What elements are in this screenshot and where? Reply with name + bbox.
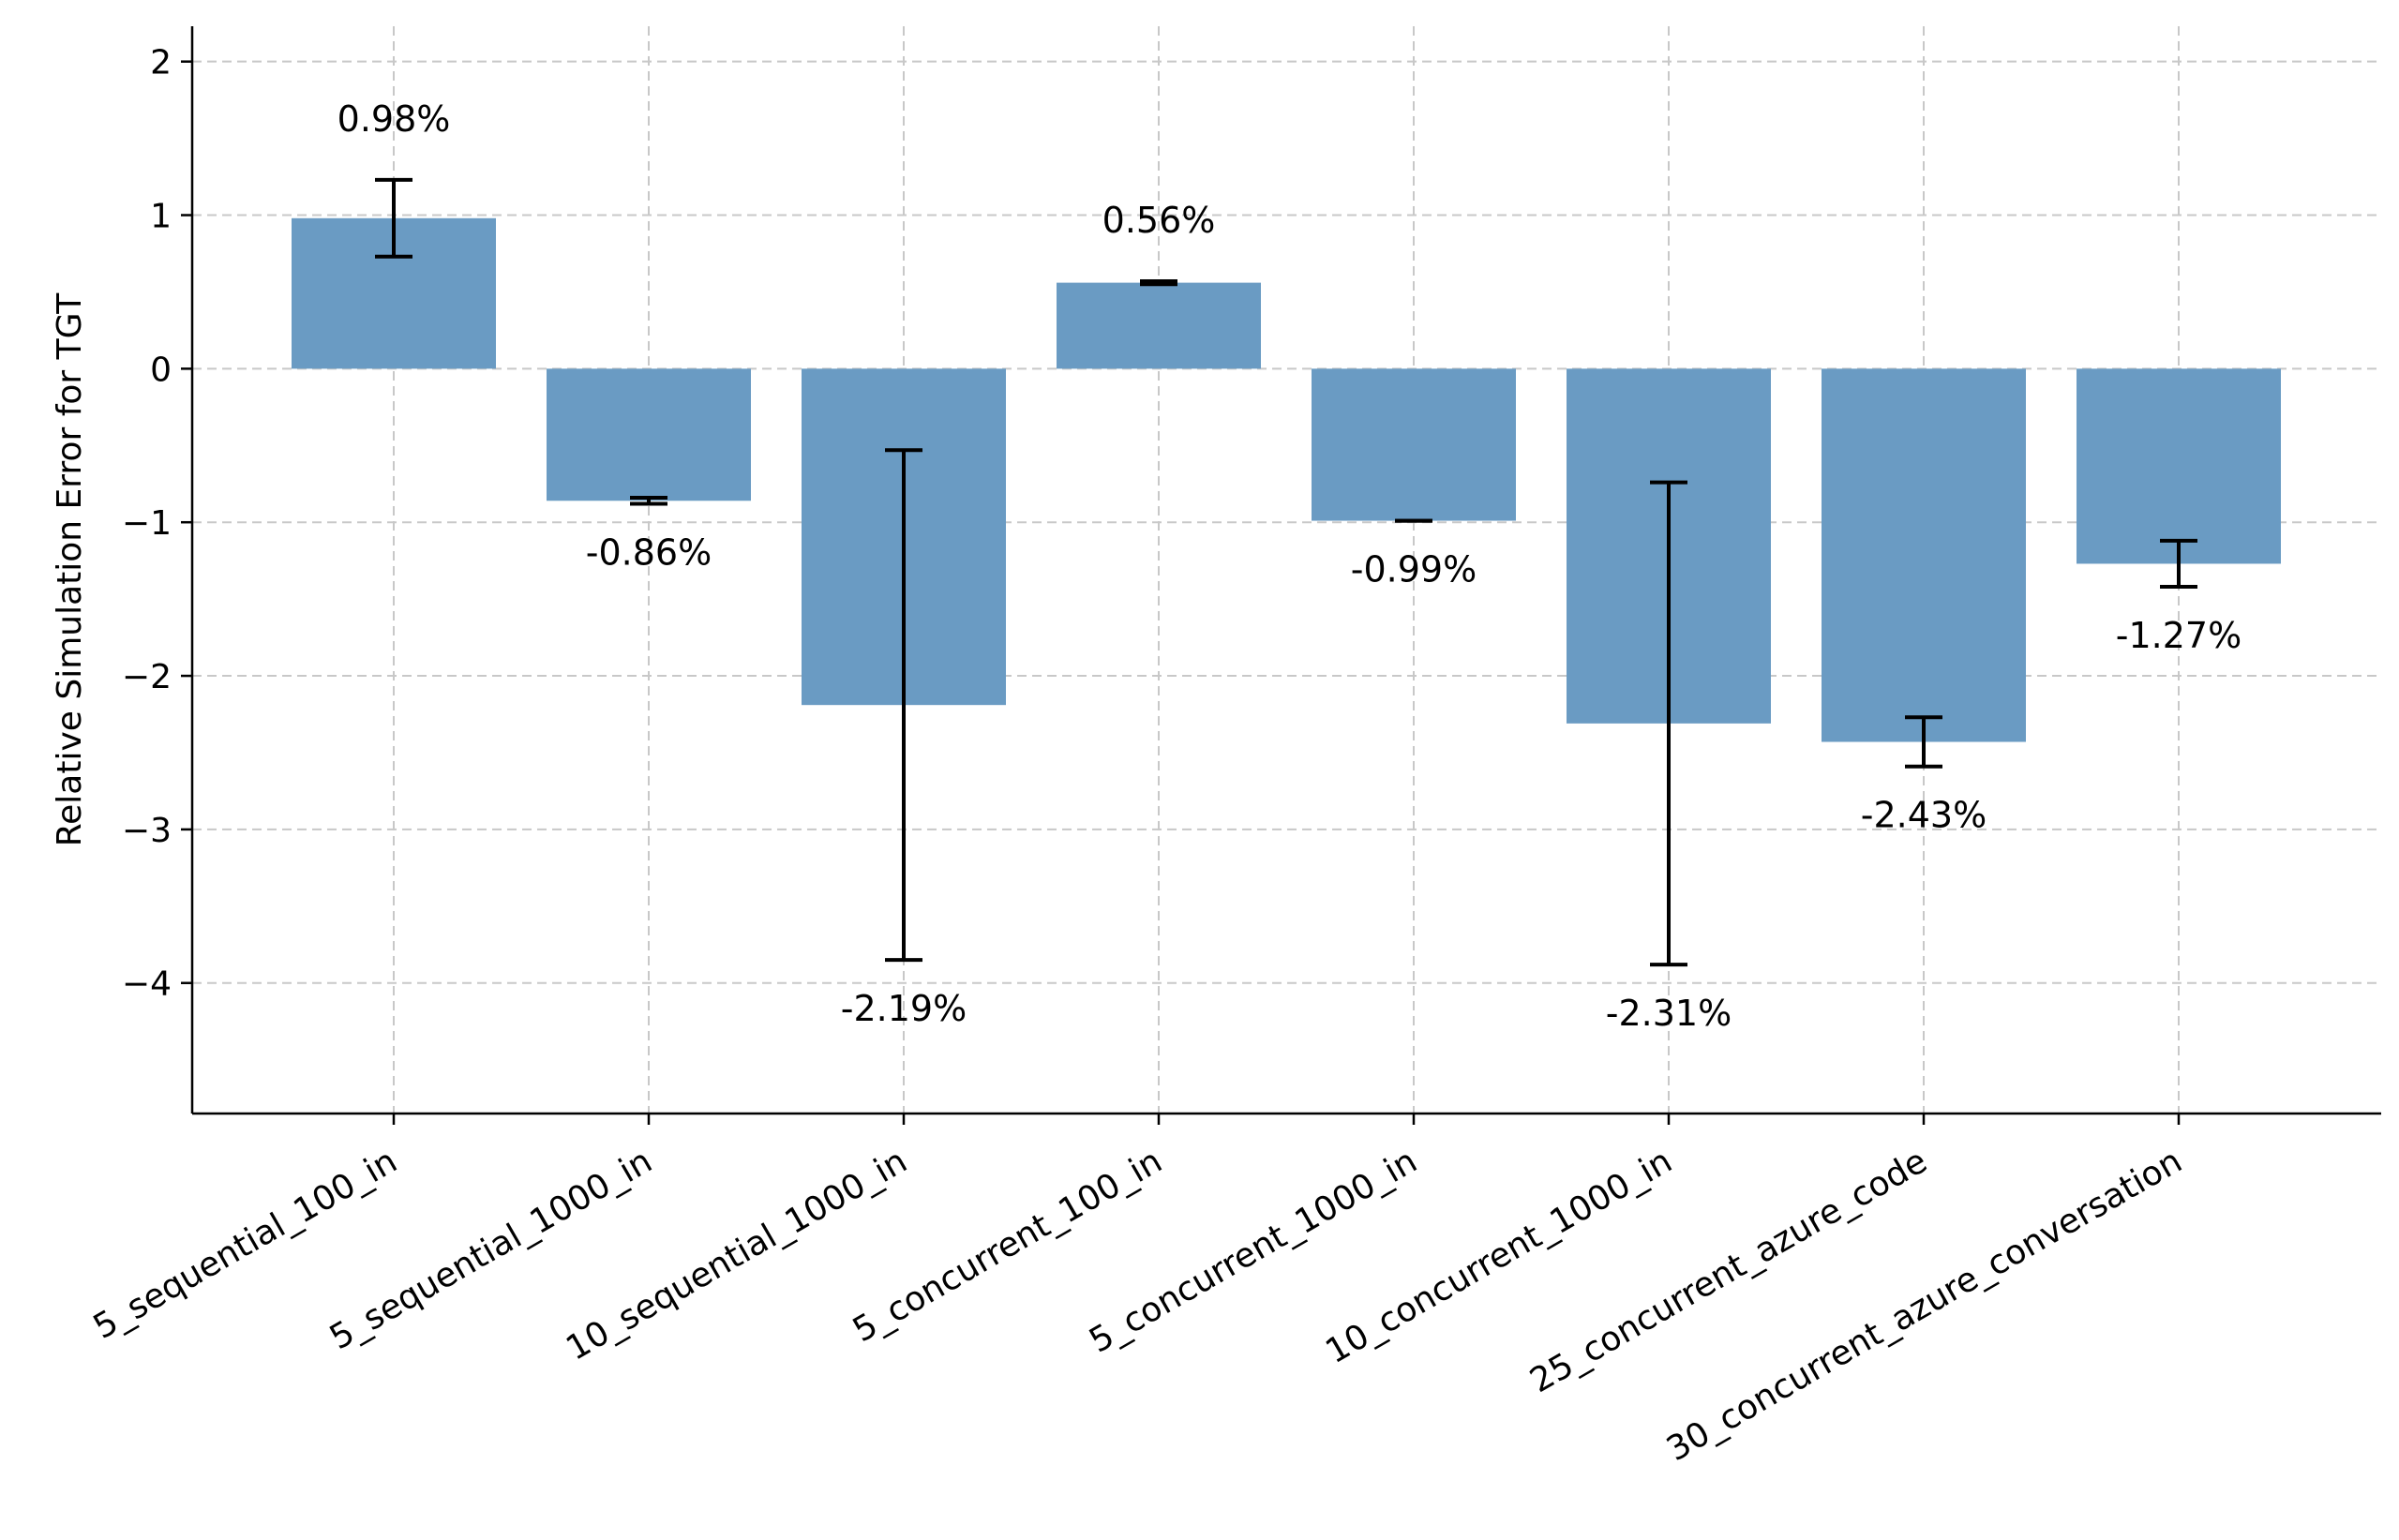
bar-value-label: -0.86%	[586, 532, 712, 574]
axes	[190, 26, 2381, 1115]
x-tick-label: 25_concurrent_azure_code	[1523, 1142, 1933, 1400]
bar-value-label: 0.98%	[337, 98, 451, 140]
error-bars	[375, 177, 2197, 967]
y-tick-label: −4	[122, 965, 172, 1004]
y-tick-label: 2	[150, 44, 172, 82]
bar	[547, 368, 751, 501]
bar-value-label: -2.19%	[841, 988, 967, 1029]
bar	[1312, 368, 1516, 521]
bar-value-label: -1.27%	[2116, 615, 2242, 656]
bar-value-label: 0.56%	[1102, 200, 1216, 241]
bar	[2077, 368, 2281, 564]
bars	[292, 217, 2281, 742]
y-tick-label: −1	[122, 504, 172, 543]
bar-value-label: -2.31%	[1606, 993, 1732, 1034]
bar-value-label: -0.99%	[1351, 549, 1477, 591]
bar	[1822, 368, 2026, 742]
y-tick-label: 0	[150, 351, 172, 389]
y-axis-label: Relative Simulation Error for TGT	[51, 292, 89, 847]
grid	[192, 26, 2381, 1114]
x-tick-label: 30_concurrent_azure_conversation	[1660, 1142, 2188, 1469]
y-tick-label: −3	[122, 812, 172, 850]
y-tick-label: −2	[122, 658, 172, 696]
y-tick-label: 1	[150, 198, 172, 236]
bar-value-label: -2.43%	[1861, 795, 1987, 836]
bar	[1057, 282, 1261, 369]
value-labels: 0.98% -0.86% -2.19% 0.56% -0.99% -2.31% -2.43%…	[337, 98, 2242, 1034]
